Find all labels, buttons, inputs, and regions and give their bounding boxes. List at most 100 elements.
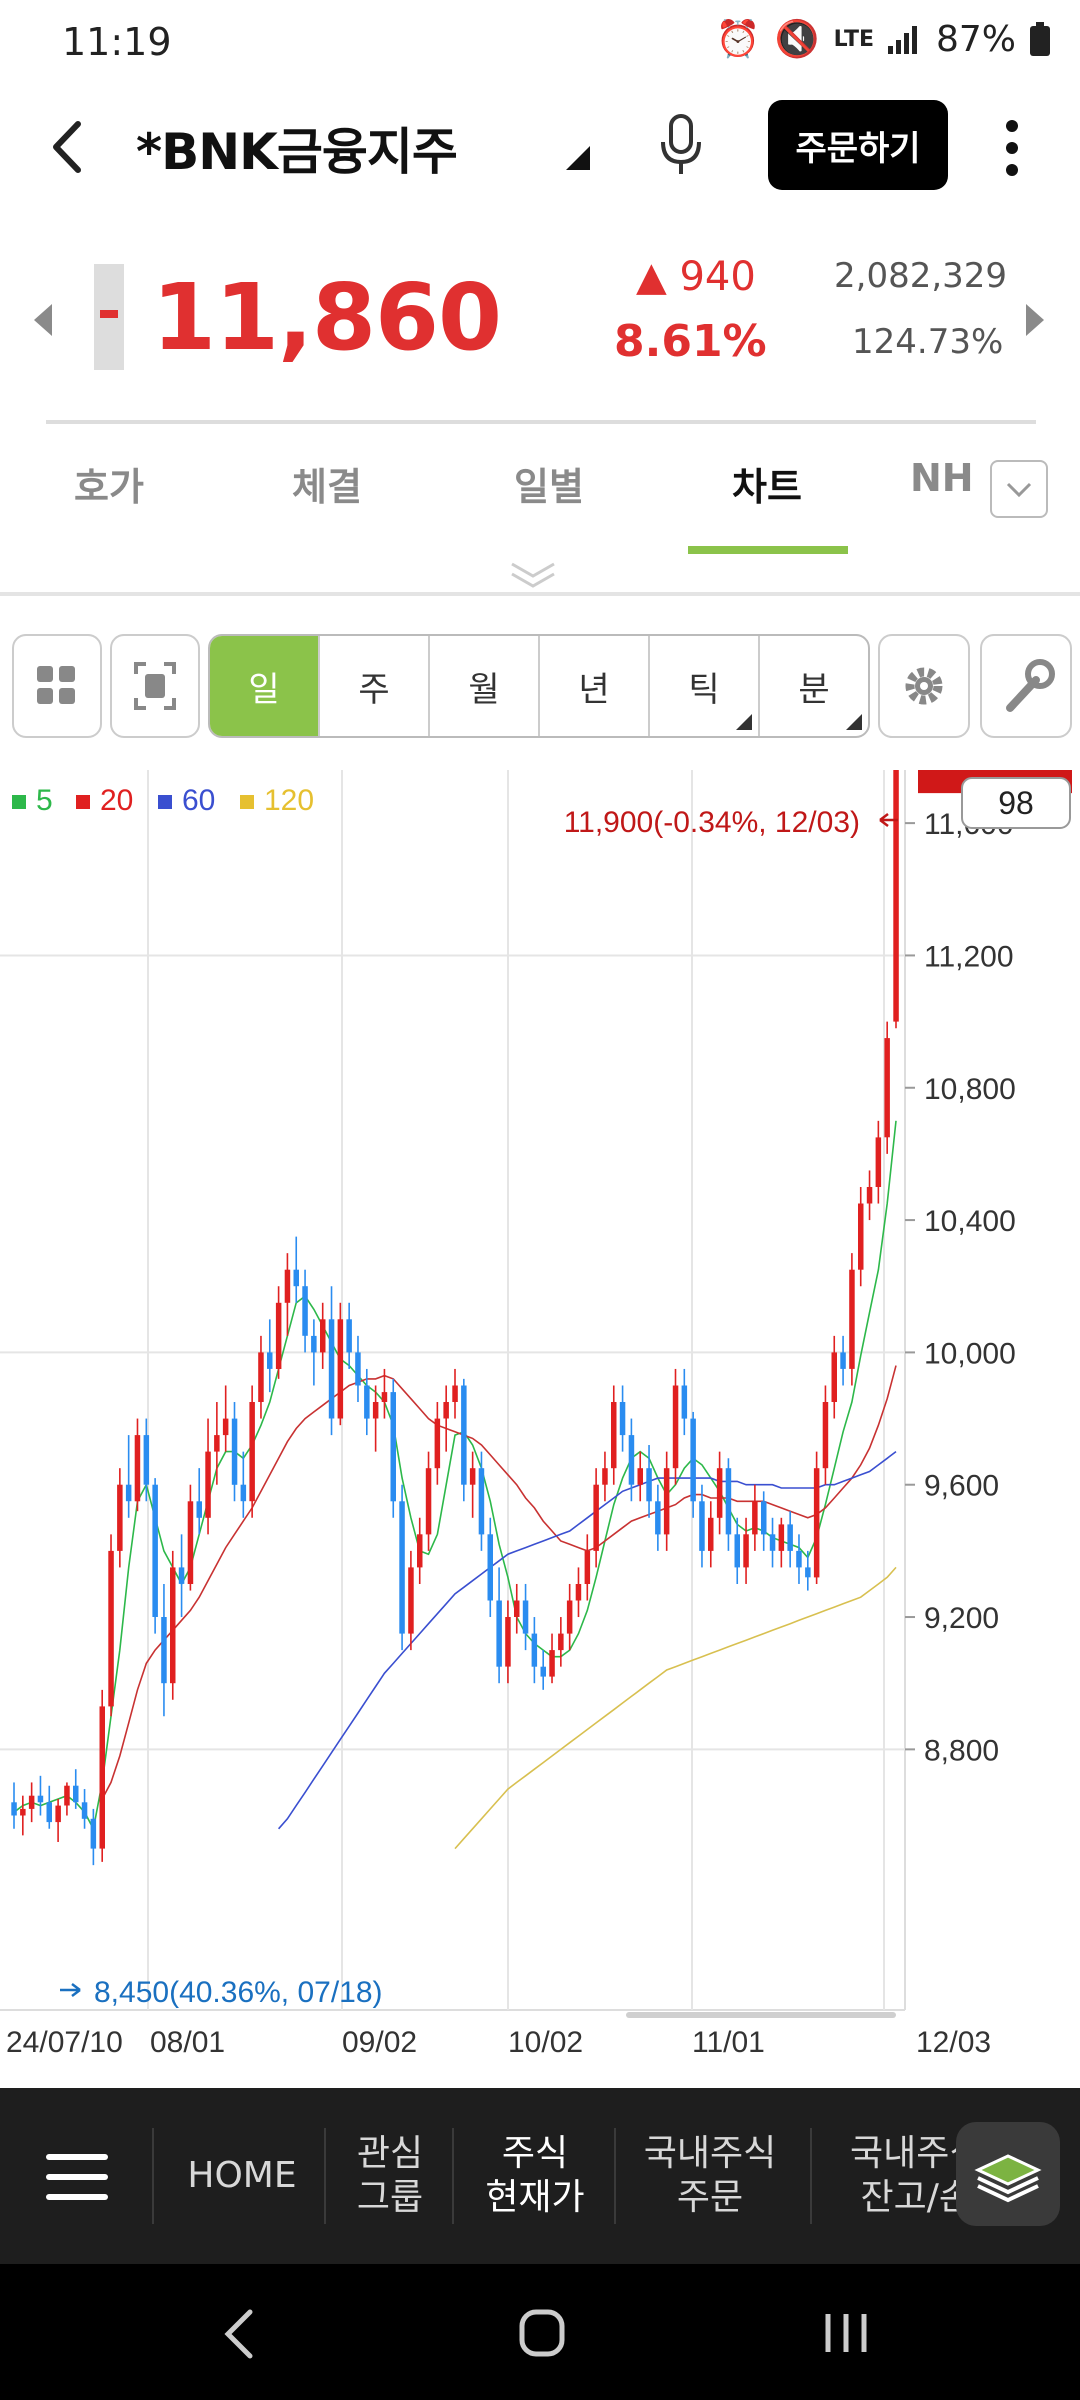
grid-icon[interactable]	[12, 634, 102, 738]
divider	[614, 2128, 616, 2224]
candle	[584, 1550, 591, 1584]
tab-trades[interactable]: 체결	[292, 465, 362, 509]
period-year[interactable]: 년	[540, 636, 650, 736]
candle	[390, 1392, 396, 1502]
period-month[interactable]: 월	[430, 636, 540, 736]
legend-swatch	[158, 795, 172, 809]
dropdown-icon[interactable]	[566, 146, 590, 170]
candle	[187, 1501, 194, 1584]
nav-current-price[interactable]: 주식 현재가	[485, 2133, 585, 2218]
stock-chart[interactable]: 11,60011,20010,80010,40010,0009,6009,200…	[0, 701, 1080, 2060]
candle	[417, 1534, 423, 1568]
candle	[311, 1335, 317, 1353]
candle	[637, 1468, 643, 1485]
scrollbar	[626, 2012, 896, 2018]
candle	[787, 1524, 793, 1551]
layers-button[interactable]	[956, 2122, 1060, 2226]
period-minute[interactable]: 분	[760, 636, 868, 736]
candle	[125, 1484, 132, 1502]
tab-daily[interactable]: 일별	[514, 465, 584, 509]
candle	[708, 1517, 714, 1551]
capture-icon[interactable]	[110, 634, 200, 738]
candle	[840, 1352, 846, 1369]
nav-watch-group[interactable]: 관심 그룹	[356, 2133, 424, 2218]
settings-icon[interactable]	[878, 634, 970, 738]
stock-name[interactable]: *BNK금융지주	[136, 123, 458, 181]
candle	[381, 1392, 388, 1402]
more-icon[interactable]	[998, 118, 1026, 178]
network-label: LTE	[833, 26, 874, 52]
system-back-icon[interactable]	[220, 2308, 260, 2360]
tab-indicator	[688, 546, 848, 554]
y-axis: 11,60011,20010,80010,40010,0009,6009,200…	[905, 701, 1072, 1767]
candle	[769, 1534, 776, 1551]
candles	[11, 723, 899, 1866]
candle	[399, 1501, 405, 1634]
period-tick-label: 틱	[688, 669, 720, 710]
system-recents-icon[interactable]	[822, 2310, 872, 2356]
system-home-icon[interactable]	[518, 2308, 566, 2358]
candle	[619, 1402, 626, 1436]
candle	[364, 1385, 370, 1419]
candle	[690, 1418, 696, 1502]
tab-orderbook[interactable]: 호가	[74, 465, 144, 509]
mic-icon[interactable]	[656, 112, 706, 178]
legend-label: 60	[182, 784, 215, 817]
candle	[778, 1524, 785, 1551]
menu-icon[interactable]	[46, 2154, 108, 2200]
candle	[90, 1818, 97, 1849]
candle	[117, 1484, 123, 1551]
period-week[interactable]: 주	[320, 636, 430, 736]
battery-label: 87%	[935, 18, 1016, 60]
period-minute-label: 분	[798, 669, 830, 710]
candle	[646, 1468, 652, 1502]
expand-icon[interactable]	[508, 560, 558, 590]
order-button[interactable]: 주문하기	[768, 100, 948, 190]
volume-ratio: 124.73%	[852, 322, 1004, 362]
battery-icon	[1030, 22, 1050, 56]
legend-label: 5	[36, 784, 53, 817]
tab-chart[interactable]: 차트	[732, 465, 802, 509]
candle	[231, 1418, 238, 1485]
legend-swatch	[240, 795, 254, 809]
candle	[893, 737, 899, 1022]
candle	[531, 1633, 538, 1667]
divider	[0, 592, 1080, 596]
tab-nh[interactable]: NH	[910, 456, 974, 500]
status-bar: 11:19 ⏰ 🔇 LTE 87%	[0, 0, 1080, 88]
candle	[205, 1451, 211, 1518]
candle	[134, 1435, 141, 1502]
period-tick[interactable]: 틱	[650, 636, 760, 736]
candle	[346, 1319, 352, 1353]
y-tick-label: 10,000	[924, 1337, 1016, 1370]
divider	[152, 2128, 154, 2224]
candle	[108, 1550, 114, 1707]
candle	[81, 1802, 88, 1819]
chart-grid	[0, 770, 906, 2018]
x-axis: 24/07/10 08/01 09/02 10/02 11/01 12/03	[6, 2026, 991, 2059]
candle	[293, 1269, 299, 1287]
chevron-down-icon[interactable]	[990, 460, 1048, 518]
candle	[284, 1269, 291, 1303]
chart-canvas[interactable]: 11,60011,20010,80010,40010,0009,6009,200…	[0, 701, 1080, 2060]
candle	[222, 1418, 229, 1436]
period-day[interactable]: 일	[210, 636, 320, 736]
next-stock-icon[interactable]	[1026, 304, 1044, 336]
candle	[822, 1402, 829, 1469]
wrench-icon[interactable]	[980, 634, 1072, 738]
candle	[478, 1468, 485, 1535]
back-icon[interactable]	[40, 116, 96, 178]
nav-home[interactable]: HOME	[162, 2088, 322, 2264]
prev-stock-icon[interactable]	[34, 304, 52, 336]
candle	[813, 1468, 820, 1578]
low-arrow-icon	[60, 1983, 81, 1997]
candle	[73, 1785, 79, 1803]
candle	[320, 1319, 326, 1353]
candle	[161, 1617, 167, 1684]
candle	[443, 1402, 449, 1419]
nav-domestic-order[interactable]: 국내주식 주문	[643, 2133, 777, 2218]
candle	[64, 1785, 70, 1806]
x-tick-label: 10/02	[508, 2026, 583, 2059]
candle	[514, 1600, 520, 1617]
candle	[796, 1550, 802, 1568]
